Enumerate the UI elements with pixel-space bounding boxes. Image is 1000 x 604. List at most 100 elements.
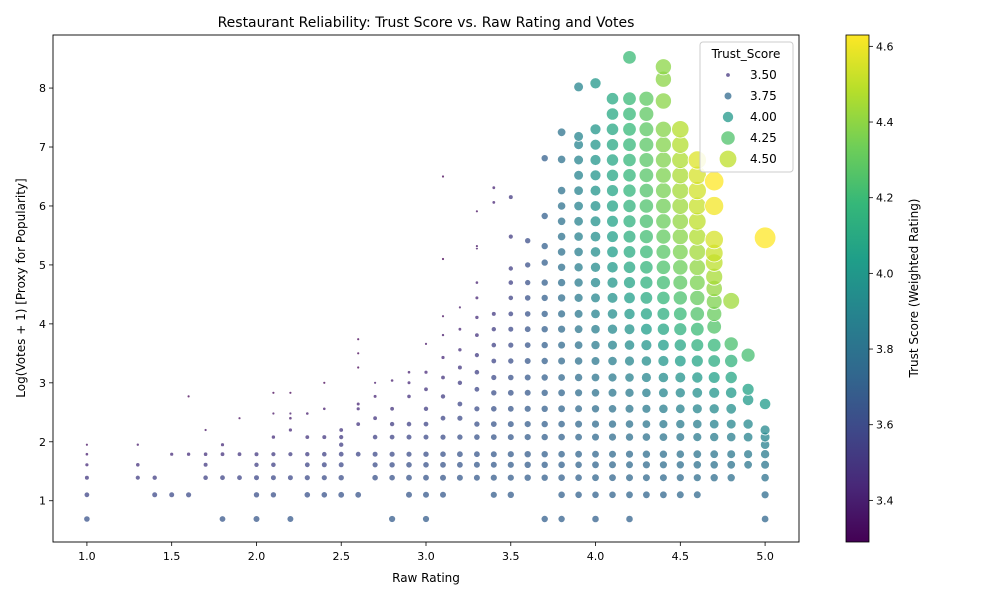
scatter-point [573,154,584,166]
scatter-point [673,322,688,337]
scatter-point [589,77,602,90]
scatter-point [456,414,464,422]
scatter-point [540,404,549,413]
scatter-point [709,449,719,459]
scatter-point [540,258,549,267]
scatter-point [606,230,619,243]
colorbar-label: Trust Score (Weighted Rating) [907,199,921,379]
scatter-point [320,461,328,469]
scatter-point [655,213,672,230]
scatter-point [639,244,654,260]
scatter-point [320,491,328,499]
scatter-point [388,433,396,441]
scatter-point [639,275,654,290]
scatter-point [622,122,637,137]
scatter-point [270,434,276,440]
scatter-point [590,324,601,335]
scatter-point [638,90,655,107]
colorbar-tick-label: 3.8 [876,343,894,356]
scatter-point [658,403,669,414]
scatter-point [623,339,636,351]
scatter-point [591,490,600,499]
scatter-point [202,474,209,481]
scatter-point [591,473,600,482]
scatter-point [440,374,446,381]
scatter-point [709,460,719,470]
scatter-point [675,473,685,483]
scatter-point [624,372,635,383]
scatter-point [424,341,428,346]
scatter-point [675,432,686,442]
scatter-point [439,473,447,482]
scatter-point [573,309,584,319]
scatter-point [540,154,549,163]
scatter-point [675,419,686,430]
scatter-point [540,373,549,382]
scatter-point [707,354,721,368]
scatter-point [523,388,532,397]
scatter-point [623,323,636,336]
scatter-point [423,369,429,375]
scatter-point [675,460,685,470]
scatter-point [760,490,770,500]
scatter-point [286,515,295,523]
scatter-point [638,167,655,184]
scatter-point [473,369,480,376]
scatter-point [672,259,689,276]
scatter-point [589,138,602,151]
scatter-point [337,491,345,499]
scatter-point [474,280,479,285]
scatter-point [574,473,583,482]
scatter-point [422,433,430,441]
x-axis-label: Raw Rating [392,571,460,585]
scatter-point [724,353,739,368]
scatter-point [690,322,705,337]
scatter-point [742,431,754,443]
scatter-point [623,276,636,290]
scatter-point [704,196,725,216]
scatter-point [740,347,756,363]
scatter-point [590,372,601,383]
scatter-point [691,371,704,384]
scatter-point [557,262,567,272]
scatter-point [591,432,600,442]
scatter-point [422,490,430,499]
scatter-point [608,490,617,499]
scatter-point [134,474,141,481]
scatter-point [338,427,344,433]
y-tick-label: 4 [39,318,46,331]
scatter-point [540,515,549,524]
scatter-point [557,432,566,442]
scatter-point [507,310,514,318]
scatter-point [688,258,706,276]
scatter-point [474,314,480,320]
y-tick-label: 2 [39,436,46,449]
scatter-point [540,356,549,365]
scatter-point [671,243,689,261]
scatter-point [707,337,722,353]
scatter-point [655,228,672,245]
scatter-point [622,152,637,168]
scatter-point [405,450,413,458]
scatter-point [439,433,447,441]
scatter-point [83,491,91,498]
scatter-point [704,171,725,192]
scatter-point [523,433,532,442]
scatter-point [672,290,688,306]
scatter-point [388,474,396,482]
scatter-point [671,120,690,139]
scatter-point [606,153,620,167]
scatter-point [373,380,378,385]
colorbar-gradient [845,34,870,543]
scatter-point [151,491,159,499]
scatter-point [540,450,549,459]
points-layer [83,50,777,524]
scatter-point [723,336,739,352]
scatter-point [573,216,584,227]
scatter-point [473,433,481,441]
scatter-point [707,371,721,384]
scatter-point [605,122,620,136]
scatter-point [507,265,514,272]
scatter-point [741,382,755,396]
scatter-point [474,244,479,249]
